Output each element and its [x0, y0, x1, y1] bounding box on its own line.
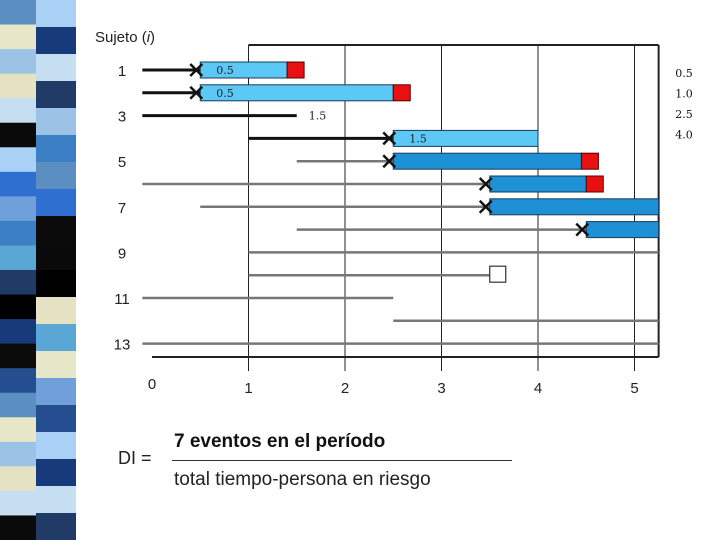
stripe-tile — [0, 417, 36, 443]
x-marker-stroke — [382, 154, 397, 169]
subject-header-text: Sujeto ( — [95, 29, 147, 46]
risk-bar-value-label: 0.5 — [216, 87, 234, 100]
x-marker-stroke — [478, 199, 493, 214]
stripe-tile — [0, 270, 36, 296]
x-tick-label: 4 — [534, 380, 542, 397]
stripe-tile — [36, 216, 76, 244]
x-marker-stroke — [575, 222, 590, 237]
event-red-box — [286, 61, 305, 79]
risk-bar-value-label: 0.5 — [216, 64, 234, 77]
x-tick-label: 1 — [244, 380, 252, 397]
stripe-tile — [0, 147, 36, 173]
subject-row-label: 1 — [118, 63, 126, 80]
risk-time-bar — [199, 61, 288, 79]
x-tick-label: 2 — [341, 380, 349, 397]
event-x-marker — [478, 199, 493, 214]
formula-lhs: DI = — [118, 448, 152, 468]
formula-numerator: 7 eventos en el período — [174, 431, 386, 452]
risk-time-bar — [489, 175, 587, 193]
stripe-tile — [36, 486, 76, 514]
subject-header-var: i — [146, 29, 151, 46]
stripe-tile — [36, 54, 76, 82]
incidence-density-formula: DI = 7 eventos en el período total tiemp… — [118, 428, 538, 498]
subject-row-label: 11 — [114, 291, 130, 308]
right-value-label: 0.5 — [675, 67, 693, 80]
stripe-tile — [36, 432, 76, 460]
stripe-tile — [0, 122, 36, 148]
x-tick-label: 3 — [437, 380, 445, 397]
subject-row-label: 3 — [118, 109, 126, 126]
subject-header: Sujeto (i) — [95, 29, 155, 46]
stripe-tile — [0, 24, 36, 50]
event-x-marker — [382, 131, 397, 146]
x-marker-stroke — [189, 63, 204, 77]
stripe-tile — [0, 515, 36, 540]
stripe-tile — [36, 324, 76, 352]
stripe-tile — [36, 27, 76, 55]
stripe-tile — [36, 0, 76, 28]
stripe-tile — [36, 378, 76, 406]
right-value-label: 2.5 — [675, 108, 693, 121]
stripe-tile — [0, 392, 36, 418]
stripe-tile — [36, 297, 76, 325]
subject-row-label: 13 — [114, 337, 131, 354]
stripe-tile — [0, 220, 36, 246]
subject-row-label: 9 — [118, 245, 126, 262]
x-marker-stroke — [382, 131, 397, 146]
event-x-marker — [382, 154, 397, 169]
risk-bar-value-label: 1.5 — [409, 132, 427, 145]
stripe-tile — [36, 270, 76, 298]
fraction-line — [172, 460, 512, 461]
stripe-tile — [36, 162, 76, 190]
stripe-tile — [36, 405, 76, 433]
stripe-tile — [0, 0, 36, 26]
stripe-tile — [0, 98, 36, 124]
stripe-tile — [0, 294, 36, 320]
stripe-tile — [0, 196, 36, 222]
stripe-tile — [0, 245, 36, 271]
stripe-tile — [36, 189, 76, 217]
decorative-stripe — [0, 0, 76, 540]
censored-open-box — [489, 265, 507, 283]
stripe-tile — [0, 49, 36, 75]
stripe-tile — [36, 513, 76, 540]
event-red-box — [585, 175, 604, 193]
x-tick-label: 0 — [148, 376, 156, 393]
stripe-tile — [0, 319, 36, 345]
subject-header-close: ) — [150, 29, 156, 46]
risk-time-bar — [585, 221, 660, 239]
x-tick-label: 5 — [630, 380, 638, 397]
stripe-tile — [0, 441, 36, 467]
right-value-label: 1.0 — [675, 88, 693, 101]
risk-time-bar — [392, 129, 539, 147]
event-red-box — [580, 152, 599, 170]
stripe-tile — [36, 81, 76, 109]
stripe-tile — [36, 459, 76, 487]
event-x-marker — [189, 85, 204, 100]
event-x-marker — [189, 63, 204, 77]
event-x-marker — [575, 222, 590, 237]
stripe-tile — [36, 243, 76, 271]
event-x-marker — [478, 177, 493, 191]
stripe-tile — [0, 490, 36, 516]
stripe-tile — [0, 73, 36, 99]
stripe-tile — [36, 135, 76, 163]
row3-value-label: 1.5 — [309, 110, 327, 123]
right-value-label: 4.0 — [675, 129, 693, 142]
stripe-tile — [0, 343, 36, 369]
subject-row-label: 5 — [118, 154, 126, 171]
stripe-tile — [36, 108, 76, 136]
x-marker-stroke — [189, 85, 204, 100]
risk-time-bar — [489, 198, 660, 216]
stripe-tile — [0, 171, 36, 197]
event-red-box — [392, 84, 411, 102]
subject-row-label: 7 — [118, 200, 126, 217]
stripe-tile — [36, 351, 76, 379]
stripe-tile — [0, 466, 36, 492]
stripe-tile — [0, 368, 36, 394]
formula-denominator: total tiempo-persona en riesgo — [174, 469, 431, 490]
risk-time-bar — [392, 152, 582, 170]
x-marker-stroke — [478, 177, 493, 191]
